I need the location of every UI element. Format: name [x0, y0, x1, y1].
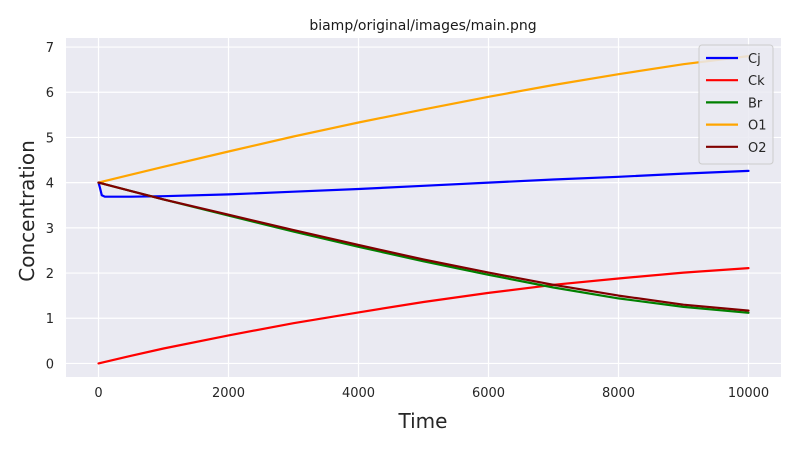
x-axis-label: Time — [398, 409, 448, 433]
legend-label-cj: Cj — [748, 52, 761, 67]
plot-area — [66, 38, 781, 377]
series-line-ck — [97, 267, 750, 365]
series-lines — [97, 54, 750, 365]
y-tick-label: 2 — [46, 267, 54, 282]
legend: Cj Ck Br O1 O2 — [698, 44, 774, 165]
legend-box — [698, 44, 774, 165]
y-tick-label: 5 — [46, 131, 54, 146]
legend-label-o2: O2 — [748, 141, 767, 156]
chart-title: biamp/original/images/main.png — [309, 18, 536, 34]
x-tick-label: 4000 — [342, 386, 375, 401]
x-tick-label: 10000 — [728, 386, 769, 401]
series-line-cj — [97, 169, 750, 198]
y-tick-labels: 0 1 2 3 4 5 6 7 — [46, 41, 54, 372]
x-tick-label: 2000 — [212, 386, 245, 401]
y-tick-label: 0 — [46, 357, 54, 372]
y-tick-label: 6 — [46, 86, 54, 101]
series-line-o1 — [97, 54, 750, 184]
y-axis-label: Concentration — [15, 140, 39, 281]
y-tick-label: 3 — [46, 222, 54, 237]
series-line-o2 — [97, 181, 750, 312]
y-tick-label: 7 — [46, 41, 54, 56]
legend-label-ck: Ck — [748, 74, 765, 89]
x-tick-label: 8000 — [602, 386, 635, 401]
x-tick-label: 0 — [94, 386, 102, 401]
legend-label-br: Br — [748, 96, 763, 111]
x-tick-labels: 0 2000 4000 6000 8000 10000 — [94, 386, 769, 401]
y-tick-label: 1 — [46, 312, 54, 327]
x-tick-label: 6000 — [472, 386, 505, 401]
y-tick-label: 4 — [46, 177, 54, 192]
legend-label-o1: O1 — [748, 119, 767, 134]
